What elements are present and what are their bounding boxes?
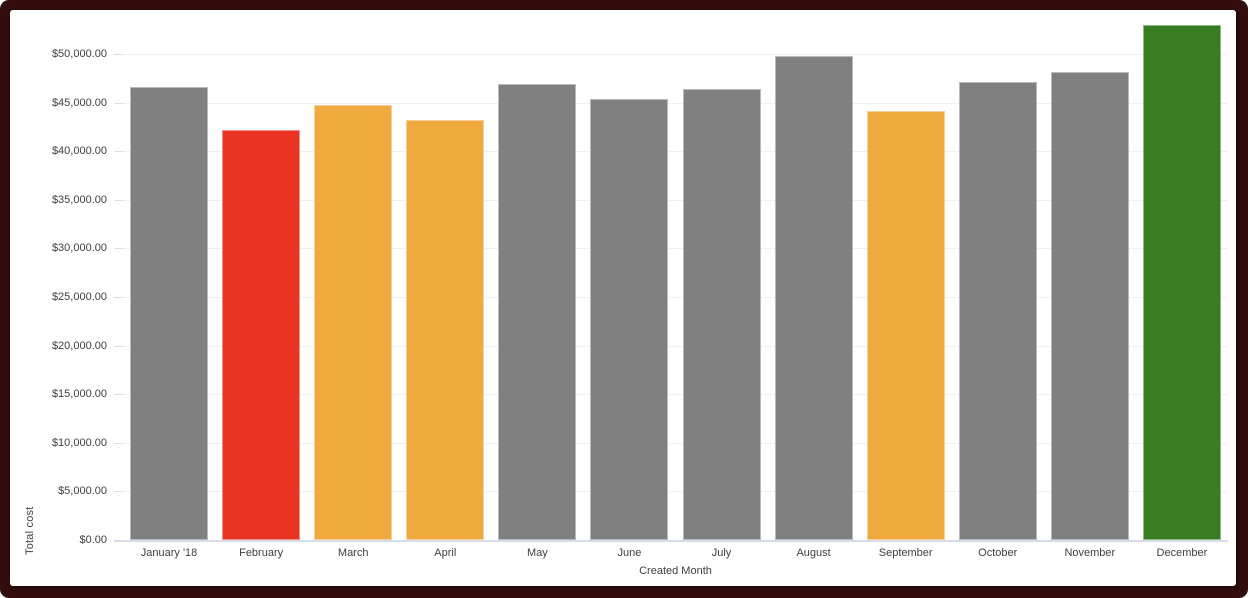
bar-april[interactable] [406, 120, 485, 540]
x-tick-label: June [617, 547, 642, 559]
y-tick-label: $20,000.00 [51, 339, 107, 352]
bar-slot [1136, 25, 1228, 540]
x-tick-label: August [796, 547, 831, 559]
y-tick-mark [114, 442, 123, 444]
y-tick-label: $45,000.00 [51, 96, 107, 109]
gridline [123, 297, 1228, 299]
y-tick-mark [114, 297, 123, 299]
x-tick-label: December [1156, 547, 1208, 559]
bar-march[interactable] [314, 104, 393, 540]
bar-slot [768, 25, 860, 540]
x-tick-label: May [526, 547, 548, 559]
bar-august[interactable] [774, 56, 853, 540]
gridline [123, 491, 1228, 493]
bar-may[interactable] [498, 83, 577, 540]
bar-slot [123, 25, 215, 540]
y-tick-mark [114, 199, 123, 201]
y-tick-label: $5,000.00 [58, 485, 107, 498]
y-tick-mark [114, 491, 123, 493]
bar-february[interactable] [222, 130, 301, 540]
x-tick-label: February [239, 547, 284, 559]
y-tick-label: $35,000.00 [51, 193, 107, 206]
bar-slot [952, 25, 1044, 540]
x-tick-label: July [711, 547, 732, 559]
bar-slot [491, 25, 583, 540]
bar-december[interactable] [1142, 25, 1221, 540]
chart-card: Total cost January '18 February March April… [10, 10, 1236, 586]
bar-slot [399, 25, 491, 540]
bar-slot [675, 25, 767, 540]
gridline [123, 394, 1228, 396]
y-tick-mark [114, 345, 123, 347]
gridline [123, 54, 1228, 56]
x-tick-label: January '18 [140, 547, 198, 559]
plot-area [123, 25, 1228, 540]
y-tick-mark [114, 151, 123, 153]
x-tick-label: October [978, 547, 1018, 559]
bar-september[interactable] [866, 110, 945, 540]
y-tick-label: $30,000.00 [51, 242, 107, 255]
y-axis-title: Total cost [24, 506, 36, 555]
bar-slot [860, 25, 952, 540]
bar-october[interactable] [958, 82, 1037, 540]
x-axis-baseline [114, 540, 1228, 542]
bar-november[interactable] [1050, 71, 1129, 540]
gridline [123, 151, 1228, 153]
y-tick-label: $25,000.00 [51, 291, 107, 304]
y-tick-mark [114, 394, 123, 396]
bar-slot [583, 25, 675, 540]
x-axis-title: Created Month [639, 565, 712, 577]
x-tick-label: March [337, 547, 369, 559]
x-tick-label: April [434, 547, 457, 559]
bar-slot [215, 25, 307, 540]
y-tick-label: $0.00 [79, 534, 107, 546]
y-tick-label: $50,000.00 [51, 48, 107, 61]
y-tick-mark [114, 102, 123, 104]
y-tick-label: $10,000.00 [51, 436, 107, 449]
bar-june[interactable] [590, 98, 669, 540]
y-tick-label: $15,000.00 [51, 388, 107, 401]
gridline [123, 199, 1228, 201]
bar-january-18[interactable] [130, 87, 209, 540]
y-tick-mark [114, 248, 123, 250]
y-tick-label: $40,000.00 [51, 145, 107, 158]
gridline [123, 102, 1228, 104]
y-tick-mark [114, 54, 123, 56]
bar-slot [1044, 25, 1136, 540]
x-tick-label: September [878, 547, 933, 559]
gridline [123, 345, 1228, 347]
bar-slot [307, 25, 399, 540]
x-axis-tick-labels: January '18 February March April May June July… [123, 546, 1228, 560]
x-tick-label: November [1064, 547, 1116, 559]
gridline [123, 248, 1228, 250]
bar-july[interactable] [682, 88, 761, 540]
gridline [123, 442, 1228, 444]
